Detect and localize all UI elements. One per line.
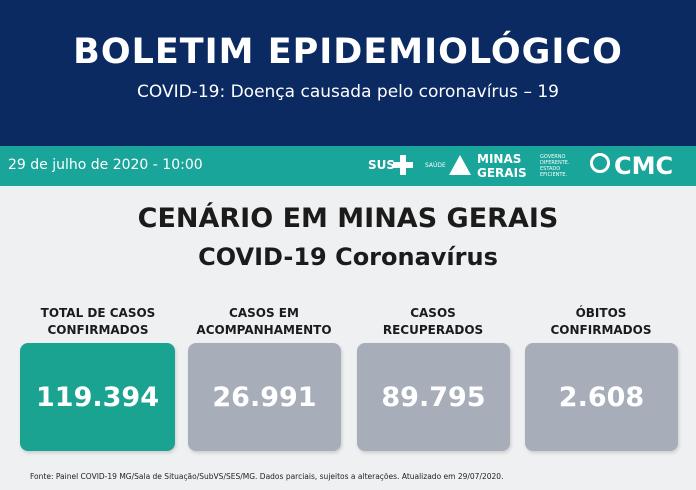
label-line: ACOMPANHAMENTO [196, 323, 332, 337]
logo-text: GOVERNO DIFERENTE. ESTADO EFICIENTE. [540, 154, 570, 178]
logo-text: MINAS [477, 152, 522, 166]
label-line: CASOS EM [229, 306, 299, 320]
section-title: CENÁRIO EM MINAS GERAIS [137, 203, 559, 234]
card-value: 89.795 [357, 343, 510, 451]
card-label: ÓBITOS CONFIRMADOS [516, 305, 686, 339]
logo-text: CMC [614, 152, 674, 180]
label-line: TOTAL DE CASOS [40, 306, 156, 320]
logo-text: GERAIS [477, 166, 527, 180]
card-value: 119.394 [20, 343, 175, 451]
title: BOLETIM EPIDEMIOLÓGICO [73, 32, 623, 72]
logo-text: SAÚDE [425, 162, 446, 169]
label-line: CONFIRMADOS [550, 323, 652, 337]
info-bar: 29 de julho de 2020 - 10:00 SUS SAÚDE MI… [0, 146, 696, 186]
header: BOLETIM EPIDEMIOLÓGICO COVID-19: Doença … [0, 0, 696, 146]
card-value: 2.608 [525, 343, 678, 451]
subtitle: COVID-19: Doença causada pelo coronavíru… [137, 82, 559, 102]
card-value: 26.991 [188, 343, 341, 451]
cross-icon [393, 155, 413, 175]
logo-text: SUS [368, 158, 396, 172]
footnote: Fonte: Painel COVID-19 MG/Sala de Situaç… [30, 472, 504, 481]
date: 29 de julho de 2020 - 10:00 [8, 157, 203, 173]
card-label: CASOS EM ACOMPANHAMENTO [179, 305, 349, 339]
label-line: CASOS [410, 306, 456, 320]
label-line: CONFIRMADOS [47, 323, 149, 337]
logo-text: MINAS GERAIS [477, 152, 527, 180]
label-line: RECUPERADOS [382, 323, 484, 337]
label-line: ÓBITOS [575, 306, 627, 320]
triangle-icon [449, 155, 471, 175]
card-label: TOTAL DE CASOS CONFIRMADOS [13, 305, 183, 339]
ring-icon [590, 153, 610, 173]
card-label: CASOS RECUPERADOS [348, 305, 518, 339]
section-subtitle: COVID-19 Coronavírus [198, 243, 498, 271]
